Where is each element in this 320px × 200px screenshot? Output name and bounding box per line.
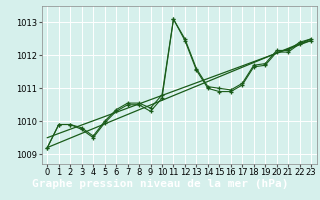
Text: Graphe pression niveau de la mer (hPa): Graphe pression niveau de la mer (hPa)	[32, 179, 288, 189]
